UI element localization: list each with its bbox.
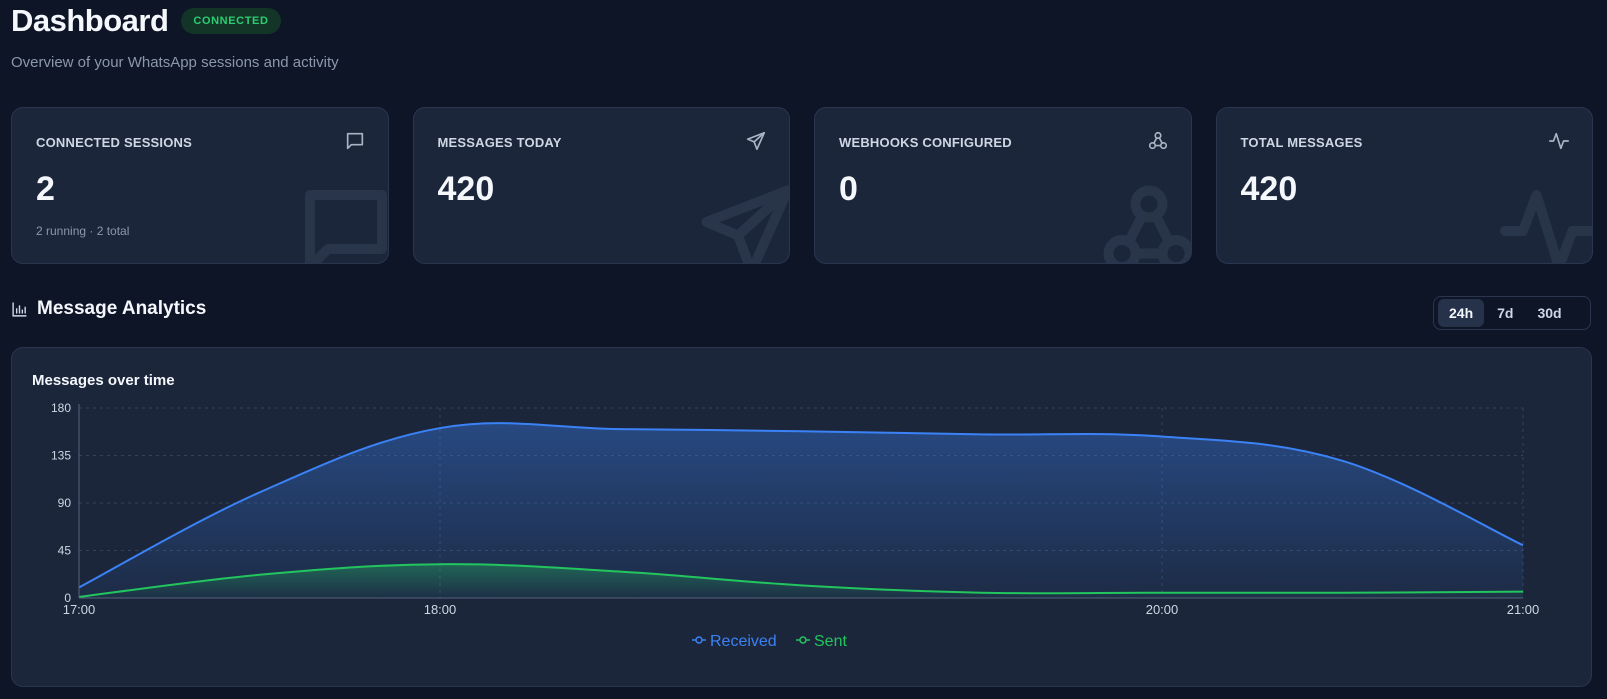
y-tick-label: 180 xyxy=(51,401,71,415)
status-badge: CONNECTED xyxy=(181,8,281,34)
stat-label: CONNECTED SESSIONS xyxy=(36,135,193,150)
page-title: Dashboard xyxy=(11,3,169,38)
page-header: Dashboard CONNECTED xyxy=(11,0,281,42)
stat-label: TOTAL MESSAGES xyxy=(1240,135,1363,150)
stat-value: 0 xyxy=(839,170,858,208)
x-tick-label: 21:00 xyxy=(1507,602,1540,617)
x-tick-label: 18:00 xyxy=(424,602,457,617)
analytics-header: Message Analytics xyxy=(11,298,206,320)
messages-chart: 0 45 90 135 180 17:00 18:00 20:00 21:00 Received S… xyxy=(51,401,1540,650)
stat-card-webhooks: WEBHOOKS CONFIGURED 0 xyxy=(814,107,1192,264)
chart-card: Messages over time 0 45 90 135 180 17:00 18:00… xyxy=(11,347,1592,687)
analytics-title: Message Analytics xyxy=(37,298,207,319)
message-square-icon xyxy=(346,132,363,150)
series-area-received xyxy=(79,423,1523,598)
stat-card-messages-today: MESSAGES TODAY 420 xyxy=(412,107,790,264)
stat-card-connected-sessions: CONNECTED SESSIONS 2 2 running · 2 total xyxy=(11,107,389,264)
y-tick-label: 45 xyxy=(58,544,72,558)
series-area-sent xyxy=(79,564,1523,598)
range-button-24h[interactable]: 24h xyxy=(1438,299,1485,327)
chart-title: Messages over time xyxy=(32,372,175,389)
range-button-30d[interactable]: 30d xyxy=(1537,305,1562,321)
series-line-received xyxy=(78,422,1524,589)
message-square-icon xyxy=(304,190,387,263)
page-subtitle: Overview of your WhatsApp sessions and a… xyxy=(11,54,339,71)
stat-value: 2 xyxy=(36,170,55,208)
x-tick-label: 17:00 xyxy=(63,602,96,617)
bar-chart-icon xyxy=(12,301,27,317)
series-line-sent xyxy=(78,563,1524,598)
stat-subtext: 2 running · 2 total xyxy=(36,224,130,238)
legend-marker-dot xyxy=(695,636,703,644)
stat-value: 420 xyxy=(437,170,495,208)
send-icon xyxy=(746,131,766,151)
stats-cards: CONNECTED SESSIONS 2 2 running · 2 total… xyxy=(11,107,1593,264)
stat-label: WEBHOOKS CONFIGURED xyxy=(839,135,1012,150)
y-tick-label: 0 xyxy=(64,591,71,605)
legend-label-sent: Sent xyxy=(814,633,847,650)
stat-label: MESSAGES TODAY xyxy=(437,135,562,150)
y-tick-label: 90 xyxy=(58,496,72,510)
time-range-selector: 24h 7d 30d xyxy=(1433,296,1591,330)
stat-card-total-messages: TOTAL MESSAGES 420 xyxy=(1215,107,1593,264)
send-icon xyxy=(701,185,790,263)
activity-icon xyxy=(1500,190,1593,263)
activity-icon xyxy=(1549,132,1569,150)
range-button-7d[interactable]: 7d xyxy=(1497,305,1514,321)
x-tick-label: 20:00 xyxy=(1146,602,1179,617)
legend-marker-dot xyxy=(799,636,807,644)
webhook-icon xyxy=(1103,185,1191,263)
legend-label-received: Received xyxy=(710,633,777,650)
webhook-icon xyxy=(1148,131,1167,150)
y-tick-label: 135 xyxy=(51,449,71,463)
stat-value: 420 xyxy=(1240,170,1298,208)
